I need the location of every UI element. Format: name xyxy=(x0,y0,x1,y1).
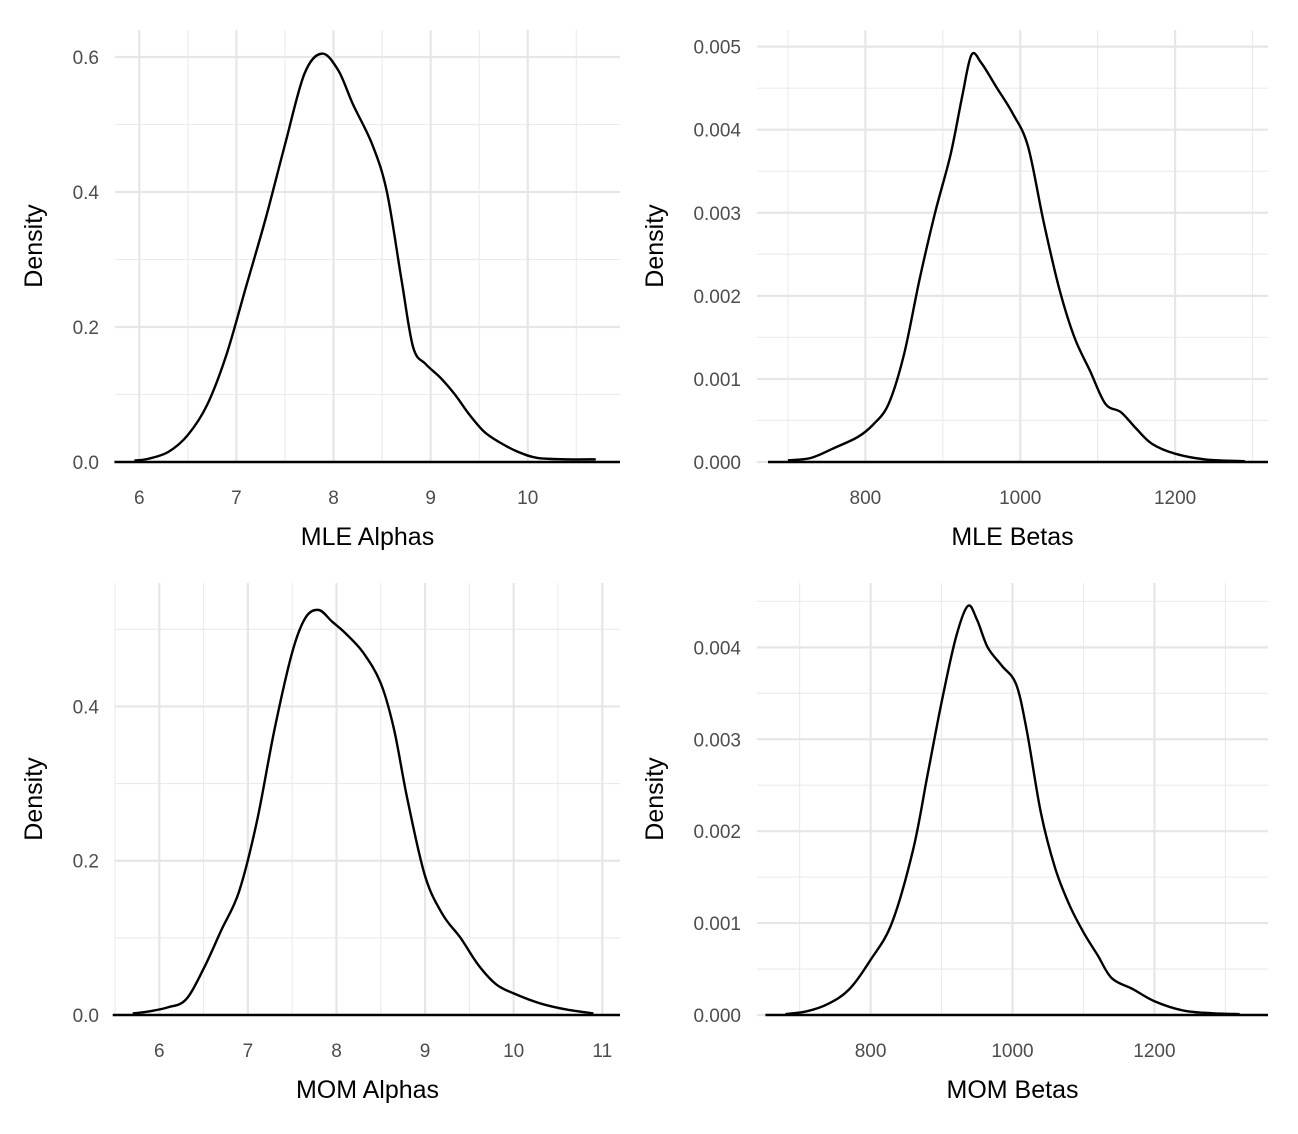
y-tick-label: 0.0 xyxy=(73,1006,99,1027)
y-tick-label: 0.003 xyxy=(693,204,741,225)
y-tick-label: 0.4 xyxy=(73,697,100,718)
x-tick-label: 8 xyxy=(328,488,339,509)
x-tick-label: 1200 xyxy=(1133,1041,1175,1062)
x-tick-label: 800 xyxy=(850,488,882,509)
density-curve xyxy=(785,604,1240,1016)
y-axis-title: Density xyxy=(641,204,669,288)
x-tick-label: 1200 xyxy=(1154,488,1196,509)
chart-panel-2: 800 1000 1200 0.000 0.001 0.002 0.003 0.004 0.00… xyxy=(641,30,1268,551)
x-axis-title: MOM Betas xyxy=(947,1076,1079,1104)
y-tick-label: 0.004 xyxy=(693,638,741,659)
x-tick-label: 6 xyxy=(134,488,145,509)
x-axis-title: MLE Betas xyxy=(951,523,1073,551)
y-axis-title: Density xyxy=(20,204,48,288)
y-tick-label: 0.002 xyxy=(693,287,741,308)
x-tick-label: 7 xyxy=(231,488,242,509)
y-tick-label: 0.6 xyxy=(73,48,99,69)
x-tick-label: 800 xyxy=(855,1041,887,1062)
y-tick-label: 0.4 xyxy=(73,183,100,204)
y-tick-label: 0.0 xyxy=(73,453,99,474)
chart-panel-4: 800 1000 1200 0.000 0.001 0.002 0.003 0.004 MOM … xyxy=(641,583,1268,1104)
density-curve xyxy=(787,51,1245,463)
density-curve xyxy=(132,608,594,1015)
chart-panel-3: 6 7 8 9 10 11 0.0 0.2 0.4 MOM Alphas Density xyxy=(20,583,620,1104)
x-tick-label: 1000 xyxy=(991,1041,1033,1062)
y-axis-title: Density xyxy=(20,757,48,841)
x-tick-label: 11 xyxy=(592,1041,612,1062)
x-tick-label: 10 xyxy=(503,1041,524,1062)
density-curve xyxy=(134,52,596,462)
x-axis-title: MLE Alphas xyxy=(301,523,434,551)
y-tick-label: 0.003 xyxy=(693,730,741,751)
x-tick-label: 8 xyxy=(331,1041,342,1062)
x-tick-label: 6 xyxy=(154,1041,165,1062)
chart-panel-1: 6 7 8 9 10 0.0 0.2 0.4 0.6 MLE Alphas Density xyxy=(20,30,620,551)
y-tick-label: 0.2 xyxy=(73,318,99,339)
y-tick-label: 0.000 xyxy=(693,453,741,474)
y-tick-label: 0.000 xyxy=(693,1006,741,1027)
x-tick-label: 9 xyxy=(425,488,436,509)
x-tick-label: 7 xyxy=(243,1041,254,1062)
x-tick-label: 10 xyxy=(517,488,538,509)
x-tick-label: 1000 xyxy=(999,488,1041,509)
y-tick-label: 0.002 xyxy=(693,822,741,843)
y-tick-label: 0.2 xyxy=(73,852,99,873)
y-tick-label: 0.001 xyxy=(693,370,741,391)
y-axis-title: Density xyxy=(641,757,669,841)
y-tick-label: 0.005 xyxy=(693,38,741,59)
y-tick-label: 0.004 xyxy=(693,121,741,142)
y-tick-label: 0.001 xyxy=(693,914,741,935)
x-tick-label: 9 xyxy=(420,1041,431,1062)
x-axis-title: MOM Alphas xyxy=(296,1076,439,1104)
